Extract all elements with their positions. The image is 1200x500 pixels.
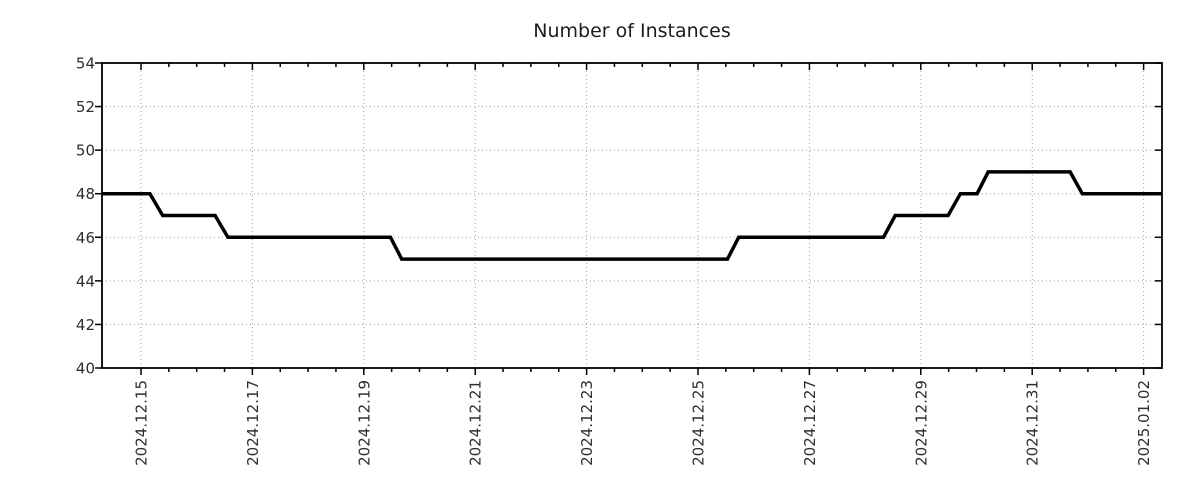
x-tick-label: 2024.12.17: [244, 380, 262, 466]
y-tick-label: 54: [76, 55, 95, 73]
series-line: [102, 170, 1162, 261]
series-group: [102, 170, 1162, 261]
x-tick-label: 2024.12.27: [801, 380, 819, 466]
chart-title: Number of Instances: [533, 20, 730, 42]
axis-ticks: [95, 62, 1162, 375]
x-tick-label: 2024.12.19: [355, 380, 373, 466]
y-tick-label: 40: [76, 360, 95, 378]
y-tick-label: 46: [76, 229, 95, 247]
x-tick-label: 2024.12.21: [467, 380, 485, 466]
plot-border-rect: [101, 62, 1163, 369]
gridlines: [102, 63, 1162, 368]
x-tick-label: 2024.12.25: [690, 380, 708, 466]
x-tick-label: 2024.12.31: [1024, 380, 1042, 466]
y-tick-label: 42: [76, 316, 95, 334]
x-tick-label: 2024.12.23: [578, 380, 596, 466]
y-tick-label: 44: [76, 272, 95, 290]
x-tick-label: 2025.01.02: [1135, 380, 1153, 466]
x-tick-label: 2024.12.15: [132, 380, 150, 466]
y-tick-labels: 40 42 44 46 48 50 52 54: [76, 55, 95, 378]
plot-border: [101, 62, 1163, 369]
y-tick-label: 50: [76, 142, 95, 160]
x-tick-label: 2024.12.29: [912, 380, 930, 466]
y-tick-label: 52: [76, 98, 95, 116]
y-tick-label: 48: [76, 185, 95, 203]
x-tick-labels: 2024.12.15 2024.12.17 2024.12.19 2024.12.21…: [132, 380, 1153, 466]
